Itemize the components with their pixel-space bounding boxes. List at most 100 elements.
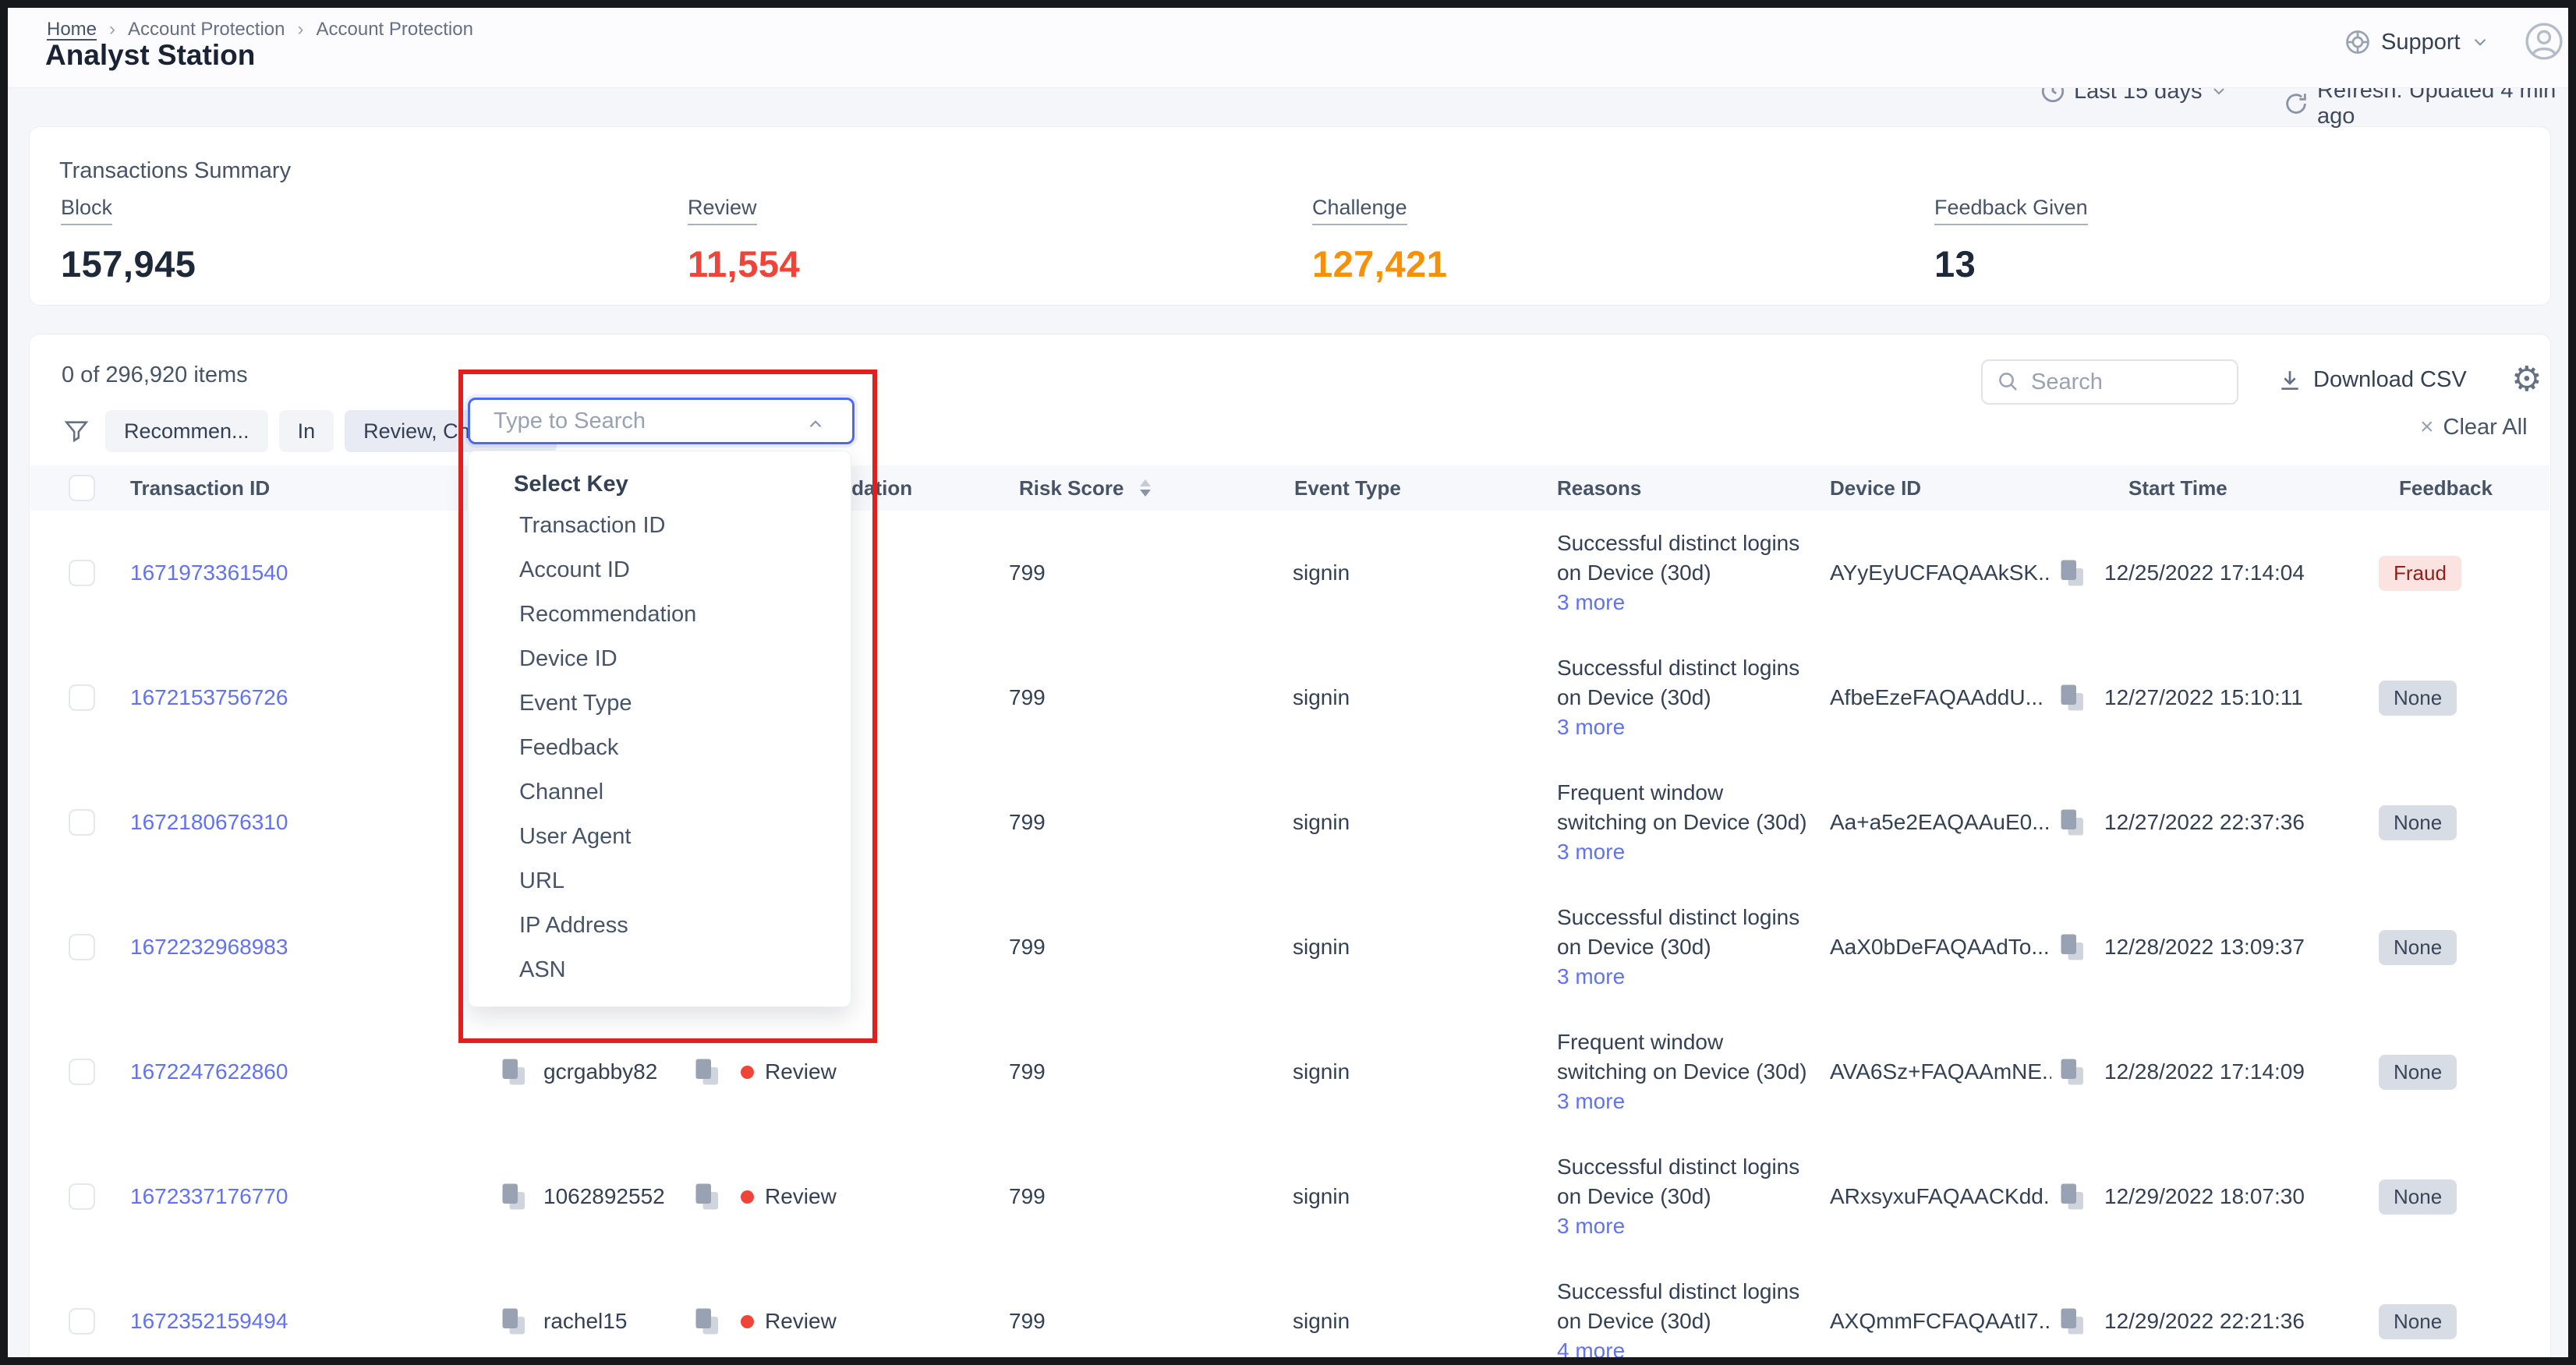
table-row: 1672232968983 799 signin Successful dist… [30,885,2549,1010]
chevron-down-icon [2210,82,2228,101]
key-dropdown-option[interactable]: Device ID [519,646,617,671]
more-reasons-link[interactable]: 3 more [1557,964,1626,988]
risk-score-cell: 799 [1009,935,1046,959]
transaction-id-link[interactable]: 1672247622860 [130,1059,288,1084]
copy-icon[interactable] [499,1134,527,1259]
start-time-cell: 12/25/2022 17:14:04 [2104,560,2305,585]
row-checkbox[interactable] [69,1308,95,1335]
account-copy-icon[interactable] [692,1134,720,1259]
feedback-badge: Fraud [2379,555,2461,591]
reason-line-2: on Device (30d) [1557,685,1711,709]
device-copy-icon[interactable] [2058,1259,2086,1357]
key-dropdown-group-label: Select Key [514,472,628,497]
support-menu[interactable]: Support [2344,28,2490,56]
key-dropdown-option[interactable]: Account ID [519,557,630,582]
row-checkbox[interactable] [69,560,95,586]
key-dropdown-option[interactable]: ASN [519,957,566,982]
row-checkbox[interactable] [69,809,95,836]
sort-icon[interactable] [1131,465,1152,511]
app-viewport: Last 15 days Refresh: Updated 4 min ago … [8,8,2568,1357]
filter-chip-operator[interactable]: In [278,410,334,452]
device-copy-icon[interactable] [2058,1134,2086,1259]
key-dropdown-option[interactable]: User Agent [519,824,632,849]
event-type-cell: signin [1293,1184,1350,1208]
transaction-id-link[interactable]: 1672180676310 [130,810,288,834]
column-risk-score[interactable]: Risk Score [1019,476,1124,500]
breadcrumb-home-link[interactable]: Home [47,19,97,40]
key-dropdown-option[interactable]: IP Address [519,913,628,938]
feedback-badge: None [2379,929,2457,965]
key-dropdown-option[interactable]: Transaction ID [519,513,666,538]
risk-score-cell: 799 [1009,1184,1046,1208]
key-dropdown-option[interactable]: URL [519,868,565,893]
stat-review-label[interactable]: Review [688,196,757,225]
reasons-cell: Successful distinct logins on Device (30… [1557,511,1799,635]
stat-review-value: 11,554 [688,243,801,285]
stat-challenge-label[interactable]: Challenge [1312,196,1407,225]
event-type-cell: signin [1293,810,1350,834]
event-type-cell: signin [1293,935,1350,959]
clear-all-button[interactable]: × Clear All [2420,414,2528,440]
recommendation-cell: Review [741,1259,837,1357]
key-search-input[interactable]: Type to Search [468,398,855,444]
filter-funnel-icon [63,418,90,444]
filter-chip-key[interactable]: Recommen... [105,410,268,452]
copy-icon[interactable] [499,1259,527,1357]
account-copy-icon[interactable] [692,1259,720,1357]
more-reasons-link[interactable]: 3 more [1557,590,1626,614]
table-row: 1672247622860 gcrgabby82 Review 799 sign… [30,1010,2549,1135]
device-copy-icon[interactable] [2058,511,2086,635]
account-copy-icon[interactable] [692,1010,720,1134]
reasons-cell: Successful distinct logins on Device (30… [1557,885,1799,1010]
device-copy-icon[interactable] [2058,760,2086,885]
key-dropdown-option[interactable]: Event Type [519,691,632,716]
copy-icon[interactable] [499,1010,527,1134]
key-dropdown-option[interactable]: Recommendation [519,602,697,627]
transaction-id-link[interactable]: 1672352159494 [130,1309,288,1333]
start-time-cell: 12/28/2022 13:09:37 [2104,935,2305,959]
stat-feedback-given-label[interactable]: Feedback Given [1934,196,2088,225]
reason-line-1: Successful distinct logins [1557,905,1800,929]
reason-line-2: on Device (30d) [1557,1184,1711,1208]
reason-line-1: Frequent window [1557,780,1724,805]
row-checkbox[interactable] [69,1183,95,1210]
device-copy-icon[interactable] [2058,635,2086,760]
key-dropdown-option[interactable]: Feedback [519,735,619,760]
table-row: 1672337176770 1062892552 Review 799 sign… [30,1134,2549,1260]
device-id-cell: AXQmmFCFAQAAtI7... [1830,1309,2051,1333]
reasons-cell: Frequent window switching on Device (30d… [1557,760,1807,885]
row-checkbox[interactable] [69,1059,95,1085]
reason-line-1: Frequent window [1557,1030,1724,1054]
download-csv-button[interactable]: Download CSV [2277,367,2467,393]
breadcrumb-item-account-protection[interactable]: Account Protection [128,19,285,40]
gear-icon[interactable]: ⚙ [2511,359,2542,399]
table-search-input[interactable]: Search [1981,359,2238,405]
row-checkbox[interactable] [69,934,95,960]
transaction-id-link[interactable]: 1672337176770 [130,1184,288,1208]
more-reasons-link[interactable]: 4 more [1557,1338,1626,1357]
user-avatar-icon[interactable] [2525,22,2564,61]
more-reasons-link[interactable]: 3 more [1557,1214,1626,1238]
key-dropdown-option[interactable]: Channel [519,780,604,805]
key-dropdown-options: Transaction ID Account ID Recommendation De… [469,504,851,992]
column-start-time: Start Time [2128,476,2227,500]
device-copy-icon[interactable] [2058,885,2086,1010]
support-label: Support [2381,29,2461,55]
device-copy-icon[interactable] [2058,1010,2086,1134]
more-reasons-link[interactable]: 3 more [1557,840,1626,864]
more-reasons-link[interactable]: 3 more [1557,715,1626,739]
row-checkbox[interactable] [69,684,95,711]
chevron-up-icon[interactable] [805,414,826,434]
breadcrumb-current: Account Protection [316,19,473,40]
feedback-cell: None [2379,885,2457,1010]
transaction-id-link[interactable]: 1672153756726 [130,685,288,709]
key-search-placeholder: Type to Search [494,408,646,433]
select-all-checkbox[interactable] [69,475,95,501]
stat-block-label[interactable]: Block [61,196,113,225]
download-icon [2277,368,2302,393]
transaction-id-link[interactable]: 1672232968983 [130,935,288,959]
account-id-cell: rachel15 [543,1309,628,1333]
transaction-id-link[interactable]: 1671973361540 [130,560,288,585]
more-reasons-link[interactable]: 3 more [1557,1089,1626,1113]
feedback-cell: None [2379,760,2457,885]
